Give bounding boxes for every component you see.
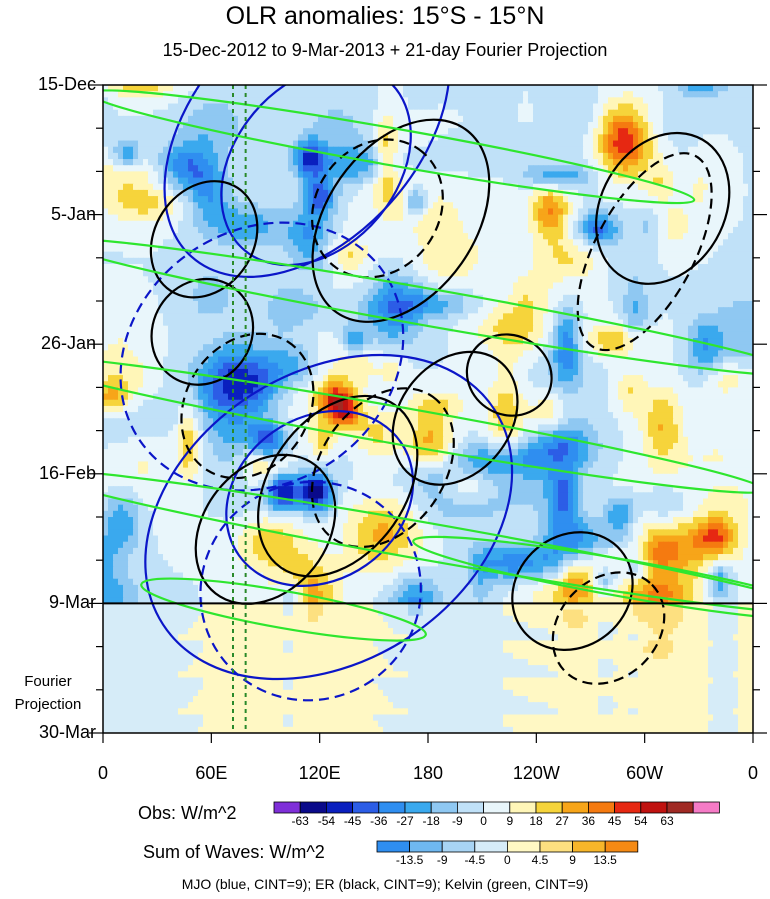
er-contour <box>311 118 491 323</box>
er-contour <box>194 453 337 605</box>
kelvin-contour <box>412 535 753 622</box>
colorbar-swatch <box>561 801 589 814</box>
er-contour <box>150 277 255 386</box>
er-contour <box>391 350 519 486</box>
colorbar-swatch <box>588 801 616 814</box>
colorbar-swatch <box>404 801 432 814</box>
y-tick-label: 16-Feb <box>38 462 96 483</box>
x-tick-label: 60W <box>626 763 664 783</box>
colorbar-tick: -9 <box>452 814 463 828</box>
colorbar-tick: 36 <box>581 814 596 828</box>
colorbar-tick: 9 <box>569 853 576 867</box>
colorbar-tick: -9 <box>436 853 448 867</box>
colorbar-swatch <box>299 801 327 814</box>
er-contour <box>149 180 259 299</box>
kelvin-contour <box>103 355 753 494</box>
kelvin-contour <box>103 89 696 205</box>
x-tick-label: 0 <box>97 763 108 783</box>
mjo-contour <box>199 480 422 702</box>
er-contour <box>257 394 419 578</box>
colorbar-tick: -13.5 <box>395 853 424 867</box>
colorbar-tick: -63 <box>291 814 309 828</box>
colorbar-swatch <box>506 840 541 853</box>
waves-colorbar-label: Sum of Waves: W/m^2 <box>143 842 325 862</box>
colorbar-swatch <box>441 840 476 853</box>
colorbar-tick: -18 <box>422 814 440 828</box>
kelvin-contour <box>103 469 753 615</box>
y-tick-label: 5-Jan <box>50 203 96 224</box>
chart-subtitle: 15-Dec-2012 to 9-Mar-2013 + 21-day Fouri… <box>162 40 608 60</box>
colorbar-swatch <box>535 801 563 814</box>
mjo-contour <box>220 85 412 267</box>
chart-title: OLR anomalies: 15°S - 15°N <box>225 2 545 30</box>
colorbar-tick: 4.5 <box>531 853 549 867</box>
x-tick-label: 120E <box>298 763 341 783</box>
colorbar-swatch <box>483 801 511 814</box>
colorbar-swatch <box>692 801 720 814</box>
mjo-contour <box>144 353 514 681</box>
er-contour <box>595 131 731 285</box>
reference-longitude-lines <box>232 85 247 733</box>
colorbar-tick: 0 <box>504 853 511 867</box>
kelvin-contour <box>103 237 753 377</box>
x-tick-label: 120W <box>512 763 560 783</box>
x-tick-label: 180 <box>412 763 444 783</box>
colorbar-tick: 45 <box>607 814 622 828</box>
mjo-contour <box>119 221 405 492</box>
colorbar-swatch <box>409 840 443 853</box>
colorbar-tick: 54 <box>634 814 648 828</box>
colorbar-swatch <box>640 801 668 814</box>
colorbar-swatch <box>614 801 642 814</box>
y-tick-label: 26-Jan <box>40 333 96 354</box>
colorbar-tick: -45 <box>343 814 362 828</box>
er-contour <box>511 531 634 651</box>
kelvin-contour <box>140 577 427 642</box>
colorbars <box>273 801 720 853</box>
colorbar-tick: -4.5 <box>464 853 486 867</box>
obs-colorbar-label: Obs: W/m^2 <box>138 803 237 823</box>
wave-contours <box>103 85 753 702</box>
colorbar-swatch <box>666 801 694 814</box>
projection-label: Fourier Projection <box>8 670 88 716</box>
colorbar-tick: 27 <box>555 814 569 828</box>
plot-axes <box>89 84 767 743</box>
colorbar-swatch <box>539 840 573 853</box>
colorbar-tick: -54 <box>317 814 336 828</box>
projection-label-line-1: Fourier <box>24 673 72 690</box>
colorbar-swatch <box>376 840 410 853</box>
colorbar-swatch <box>572 840 606 853</box>
colorbar-swatch <box>430 801 458 814</box>
y-tick-label: 9-Mar <box>48 592 96 613</box>
colorbar-tick: 9 <box>506 814 514 828</box>
y-tick-label: 30-Mar <box>38 722 96 742</box>
contour-legend: MJO (blue, CINT=9); ER (black, CINT=9); … <box>181 876 589 892</box>
y-tick-label: 15-Dec <box>37 74 96 94</box>
er-contour <box>310 138 444 279</box>
projection-label-line-2: Projection <box>14 696 82 713</box>
colorbar-tick: 13.5 <box>593 853 617 867</box>
colorbar-swatch <box>474 840 508 853</box>
colorbar-tick: 63 <box>660 814 674 828</box>
colorbar-tick: 0 <box>480 814 487 828</box>
colorbar-swatch <box>604 840 639 853</box>
x-tick-label: 0 <box>747 763 758 783</box>
mjo-contour <box>225 409 415 587</box>
colorbar-swatch <box>352 801 380 814</box>
colorbar-swatch <box>378 801 406 814</box>
colorbar-swatch <box>325 801 353 814</box>
colorbar-swatch <box>456 801 484 814</box>
colorbar-swatch <box>273 801 301 814</box>
colorbar-tick: -36 <box>370 814 388 828</box>
er-contour <box>465 333 553 417</box>
er-contour <box>310 387 455 549</box>
er-contour <box>576 152 713 352</box>
colorbar-swatch <box>509 801 537 814</box>
colorbar-tick: -27 <box>396 814 414 828</box>
x-tick-label: 60E <box>195 763 228 783</box>
colorbar-tick: 18 <box>529 814 543 828</box>
